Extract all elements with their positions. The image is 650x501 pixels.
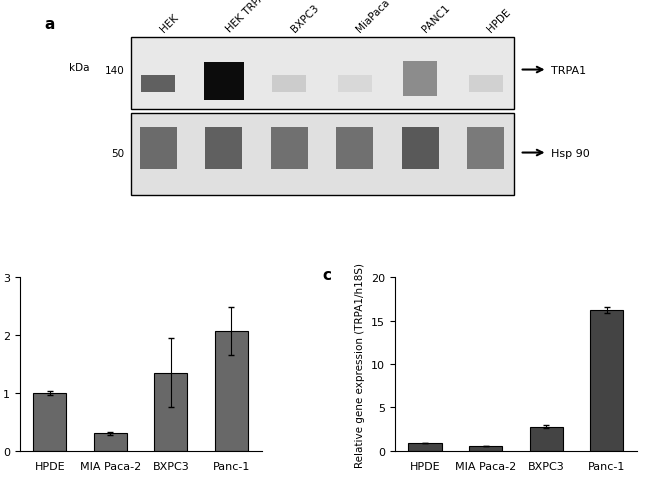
- Bar: [205, 128, 242, 170]
- Bar: [204, 63, 244, 84]
- Bar: [402, 128, 439, 170]
- Text: 140: 140: [105, 66, 125, 75]
- Bar: [94, 433, 127, 451]
- Text: 50: 50: [111, 148, 125, 158]
- Bar: [214, 332, 248, 451]
- Bar: [469, 446, 502, 451]
- Text: HPDE: HPDE: [486, 7, 513, 34]
- Bar: [140, 128, 177, 170]
- Bar: [590, 310, 623, 451]
- Text: TRPA1: TRPA1: [551, 66, 586, 75]
- Bar: [467, 128, 504, 170]
- Text: BXPC3: BXPC3: [289, 3, 321, 34]
- Text: HEK: HEK: [159, 12, 180, 34]
- Bar: [530, 427, 563, 451]
- Text: MiaPaca: MiaPaca: [355, 0, 392, 34]
- Bar: [272, 76, 306, 93]
- Y-axis label: Relative gene expression (TRPA1/h18S): Relative gene expression (TRPA1/h18S): [356, 262, 365, 467]
- Bar: [271, 128, 308, 170]
- Bar: [204, 80, 244, 101]
- Bar: [403, 62, 437, 80]
- Bar: [131, 114, 514, 196]
- Bar: [33, 393, 66, 451]
- Bar: [336, 128, 373, 170]
- Text: a: a: [44, 17, 55, 32]
- Text: kDa: kDa: [69, 63, 90, 73]
- Text: PANC1: PANC1: [421, 3, 452, 34]
- Bar: [338, 76, 372, 93]
- Bar: [403, 79, 437, 97]
- Text: HEK TRPA1: HEK TRPA1: [224, 0, 271, 34]
- Bar: [142, 76, 176, 93]
- Bar: [408, 443, 442, 451]
- Bar: [131, 38, 514, 110]
- Bar: [154, 373, 187, 451]
- Bar: [469, 76, 502, 93]
- Text: c: c: [322, 268, 332, 283]
- Text: Hsp 90: Hsp 90: [551, 148, 590, 158]
